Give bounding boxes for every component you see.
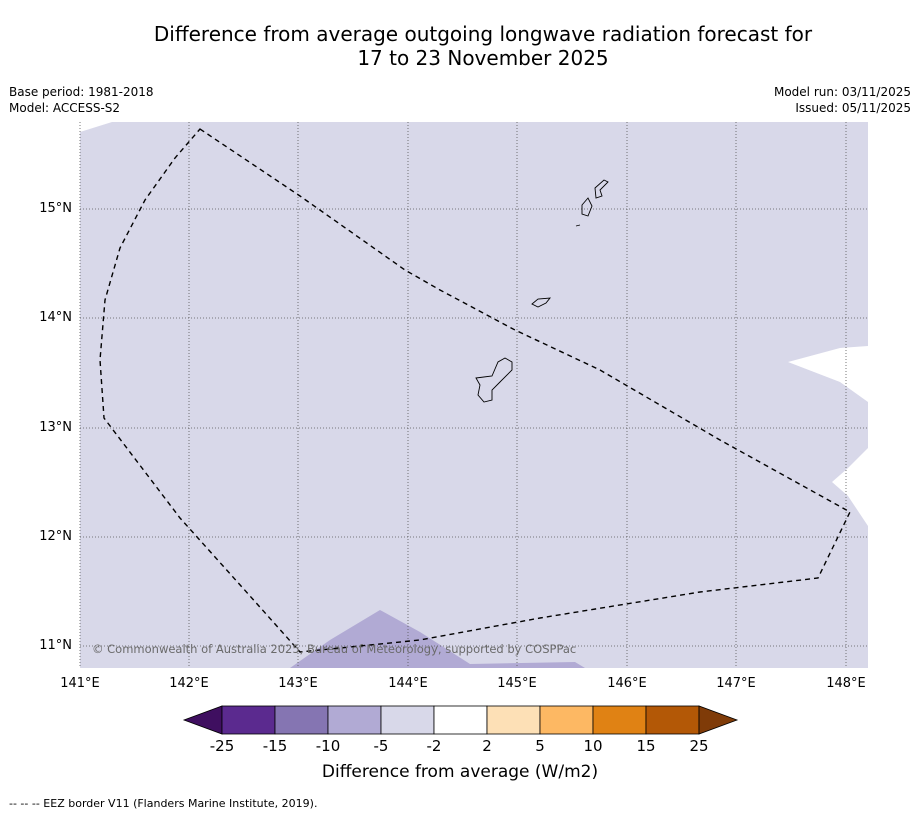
colorbar-label: Difference from average (W/m2) — [321, 762, 599, 782]
eez-border — [99, 128, 851, 653]
eez-footnote: -- -- -- EEZ border V11 (Flanders Marine… — [9, 797, 318, 810]
colorbar-tick-label: -5 — [373, 737, 389, 755]
base-period: Base period: 1981-2018 — [9, 85, 154, 99]
island-aguijan — [575, 224, 581, 227]
colorbar-tick-label: 25 — [689, 737, 709, 755]
islands — [475, 179, 609, 403]
meta-right: Model run: 03/11/2025 Issued: 05/11/2025 — [774, 84, 911, 116]
lon-label-141: 141°E — [60, 676, 100, 691]
colorbar-tick-label: -10 — [315, 737, 341, 755]
copyright-notice: © Commonwealth of Australia 2025, Bureau… — [92, 642, 577, 656]
anomaly-field-base — [80, 122, 868, 668]
model-name: Model: ACCESS-S2 — [9, 101, 121, 115]
model-run: Model run: 03/11/2025 — [773, 85, 911, 99]
lat-label-13: 13°N — [39, 420, 72, 435]
anomaly-field-white-right — [788, 346, 868, 526]
lon-label-147: 147°E — [716, 676, 756, 691]
lat-label-15: 15°N — [39, 201, 72, 216]
map-title: Difference from average outgoing longwav… — [0, 22, 919, 70]
island-rota — [531, 297, 552, 308]
colorbar-tick-label: 15 — [636, 737, 656, 755]
colorbar-tick-label: -25 — [209, 737, 235, 755]
lat-label-14: 14°N — [39, 310, 72, 325]
lon-label-144: 144°E — [388, 676, 428, 691]
colorbar-tick-label: -2 — [426, 737, 442, 755]
colorbar-tick-label: -15 — [262, 737, 288, 755]
lat-label-11: 11°N — [39, 638, 72, 653]
colorbar-tick-label: 5 — [535, 737, 545, 755]
meta-left: Base period: 1981-2018 Model: ACCESS-S2 — [9, 84, 154, 116]
lon-label-145: 145°E — [497, 676, 537, 691]
lon-label-146: 146°E — [607, 676, 647, 691]
lon-label-148: 148°E — [826, 676, 866, 691]
gridlines — [79, 122, 868, 668]
anomaly-field-white-corner — [80, 122, 112, 132]
colorbar-tick-label: 2 — [482, 737, 492, 755]
anomaly-field-darker-bottom — [290, 610, 585, 668]
lon-label-142: 142°E — [169, 676, 209, 691]
lat-label-12: 12°N — [39, 529, 72, 544]
island-tinian — [581, 197, 593, 217]
colorbar-tick-label: 10 — [583, 737, 603, 755]
title-line-1: Difference from average outgoing longwav… — [153, 22, 813, 46]
lon-label-143: 143°E — [278, 676, 318, 691]
island-guam — [475, 357, 513, 403]
issued-date: Issued: 05/11/2025 — [795, 101, 911, 115]
island-saipan — [594, 179, 609, 199]
title-line-2: 17 to 23 November 2025 — [357, 46, 609, 70]
